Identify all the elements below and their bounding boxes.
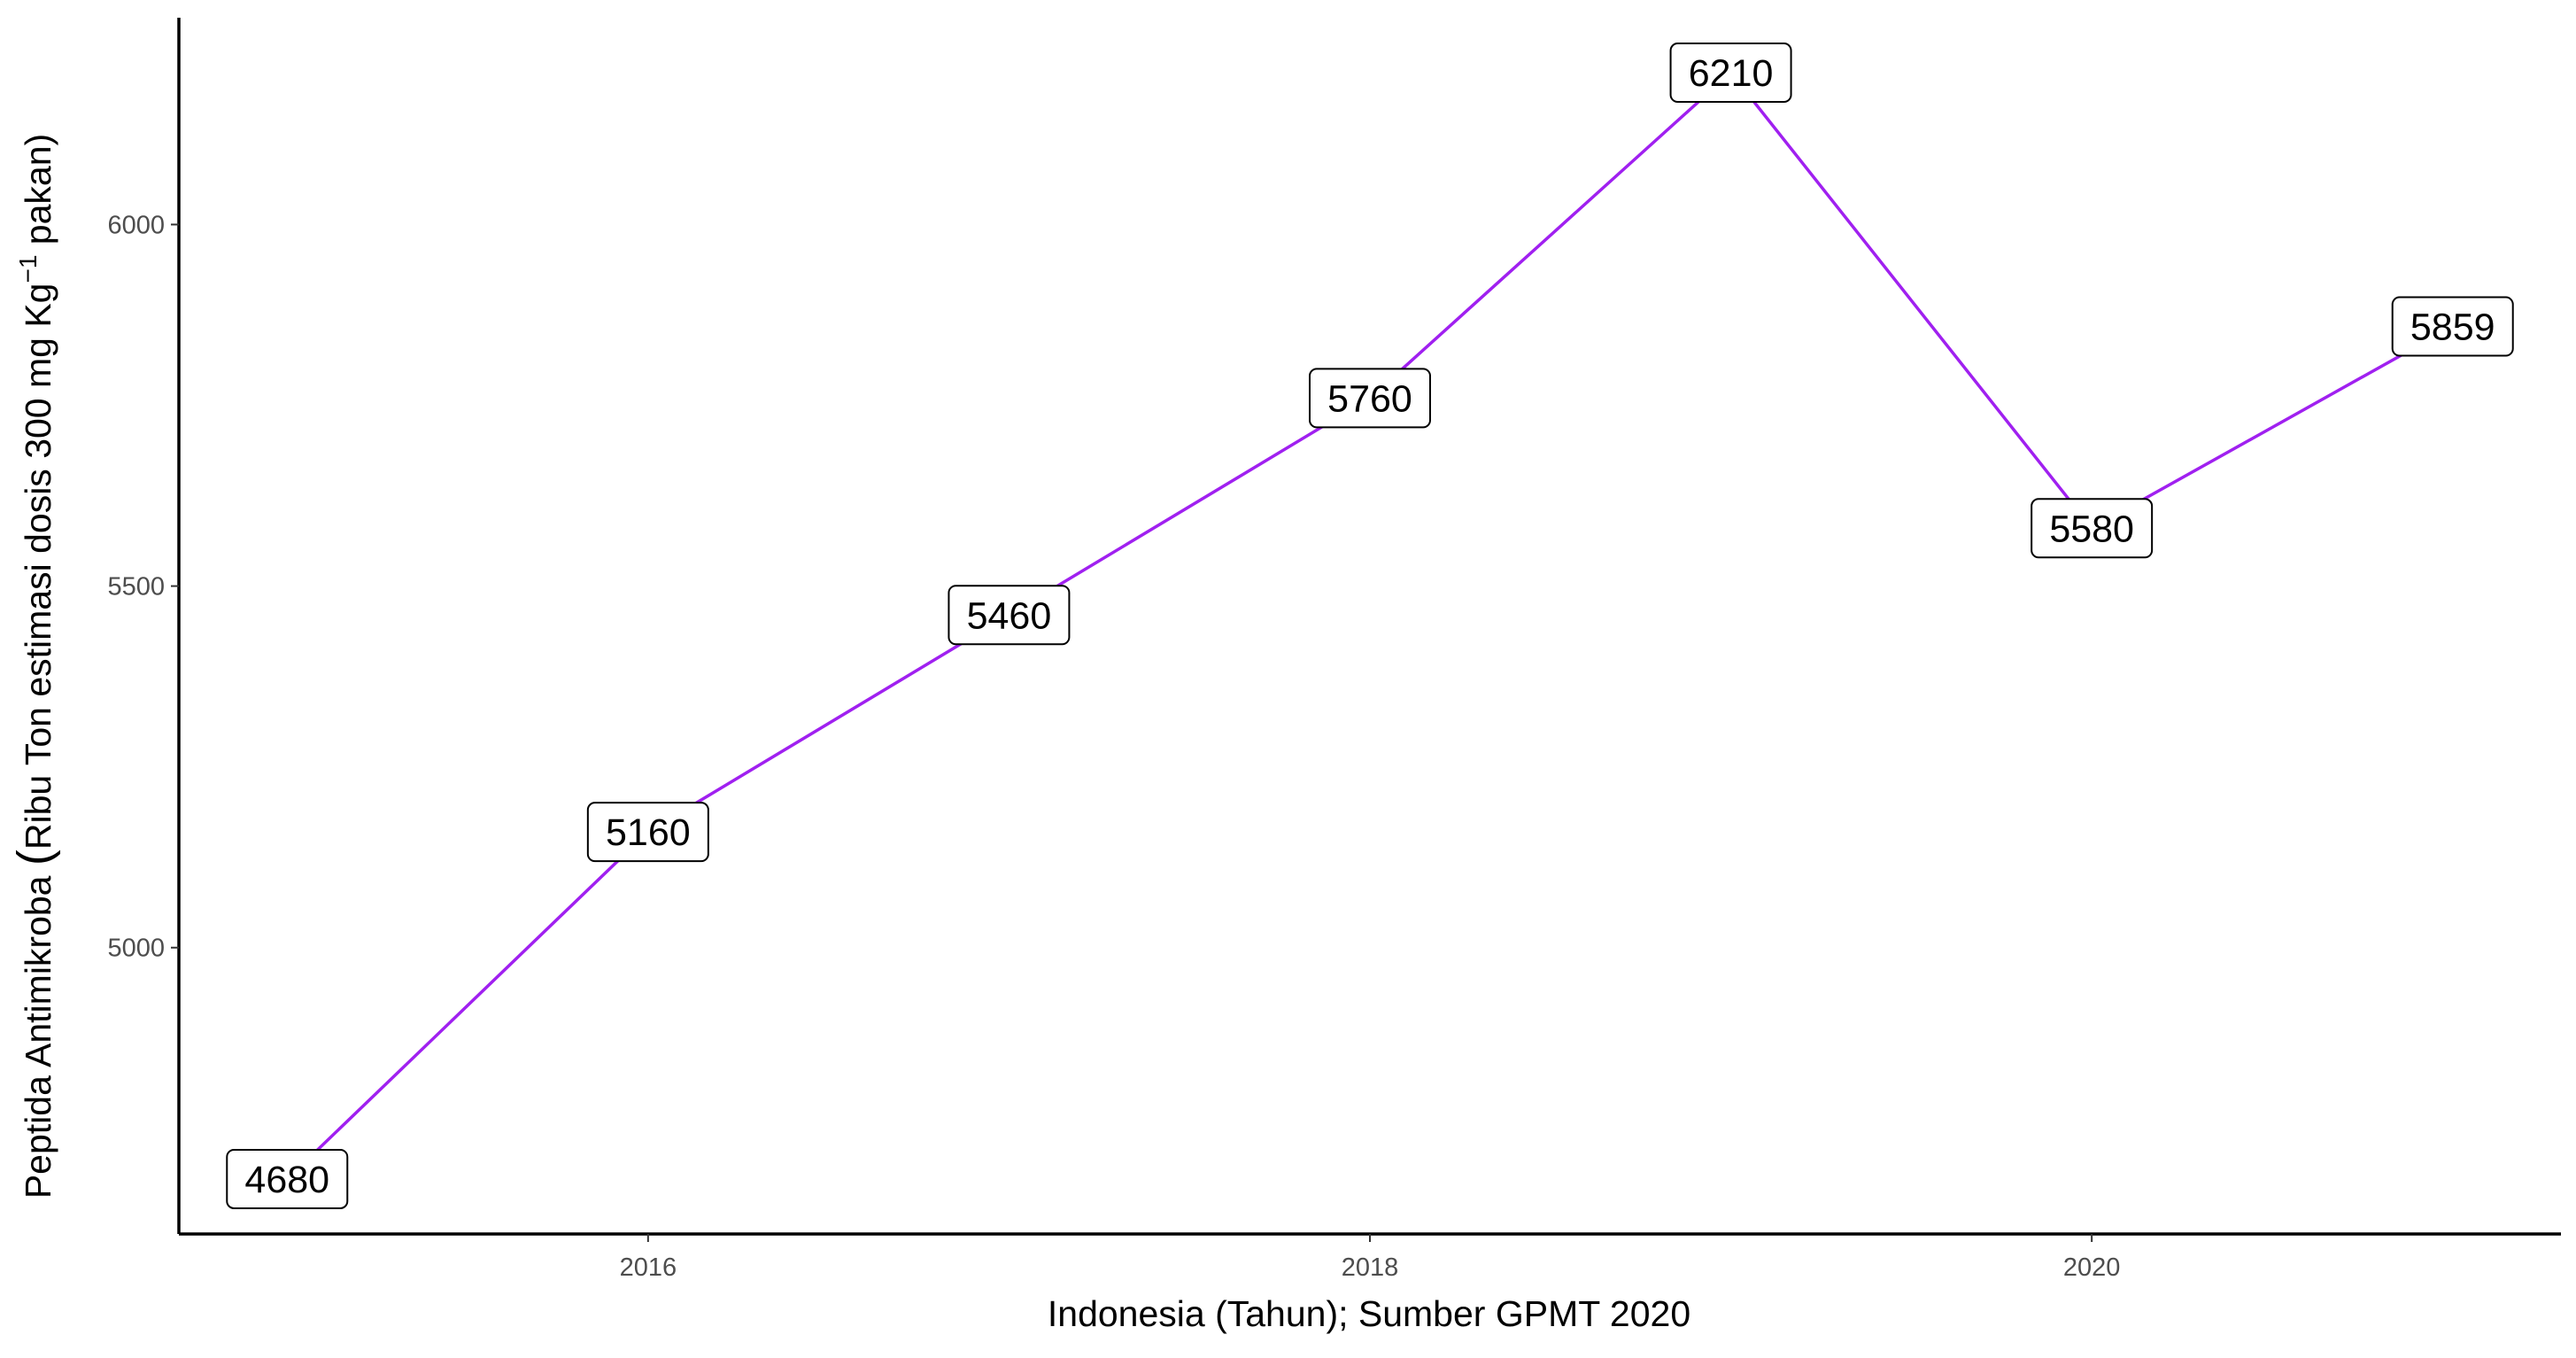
series-line-group — [286, 70, 2454, 1181]
y-tick-label: 6000 — [107, 211, 165, 239]
y-axis-title-suffix: pakan) — [18, 134, 58, 255]
data-labels: 4680 5160 5460 5760 6210 5580 5859 — [226, 43, 2514, 1209]
y-axis-title-superscript: −1 — [14, 255, 42, 283]
y-axis-title-open-paren: ( — [8, 850, 61, 865]
y-axis-title-prefix: Peptida Antimikroba — [18, 865, 58, 1199]
x-tick-label: 2018 — [1342, 1253, 1399, 1282]
data-label-box — [948, 585, 1071, 646]
data-label-box — [1309, 368, 1431, 429]
x-tick-label: 2016 — [620, 1253, 677, 1282]
data-label: 5460 — [948, 585, 1071, 646]
y-tick-label: 5000 — [107, 935, 165, 963]
data-label-box — [2031, 498, 2154, 559]
y-axis-title-main: Ribu Ton estimasi dosis 300 mg Kg — [18, 283, 58, 850]
data-label-text: 5859 — [2410, 307, 2495, 349]
x-tick-label: 2020 — [2063, 1253, 2121, 1282]
data-label: 5580 — [2031, 498, 2154, 559]
data-label-text: 5160 — [606, 811, 691, 854]
data-label-box — [1669, 43, 1792, 104]
x-axis-title: Indonesia (Tahun); Sumber GPMT 2020 — [1048, 1293, 1690, 1334]
data-label: 4680 — [226, 1148, 349, 1209]
axes: 5000 5500 6000 2016 2018 2020 — [107, 18, 2561, 1282]
data-label: 6210 — [1669, 43, 1792, 104]
data-label: 5160 — [586, 802, 709, 863]
series-line — [286, 70, 2454, 1181]
data-label: 5859 — [2391, 296, 2514, 357]
data-label-box — [586, 802, 709, 863]
data-label-box — [226, 1148, 349, 1209]
data-label-text: 5760 — [1327, 377, 1412, 420]
data-label-text: 5580 — [2049, 508, 2134, 550]
data-label-text: 4680 — [244, 1159, 329, 1201]
data-label-text: 6210 — [1689, 52, 1774, 95]
y-tick-label: 5500 — [107, 573, 165, 601]
y-axis-title: Peptida Antimikroba (Ribu Ton estimasi d… — [8, 134, 61, 1199]
data-label: 5760 — [1309, 368, 1431, 429]
data-label-box — [2391, 296, 2514, 357]
data-label-text: 5460 — [967, 594, 1052, 637]
